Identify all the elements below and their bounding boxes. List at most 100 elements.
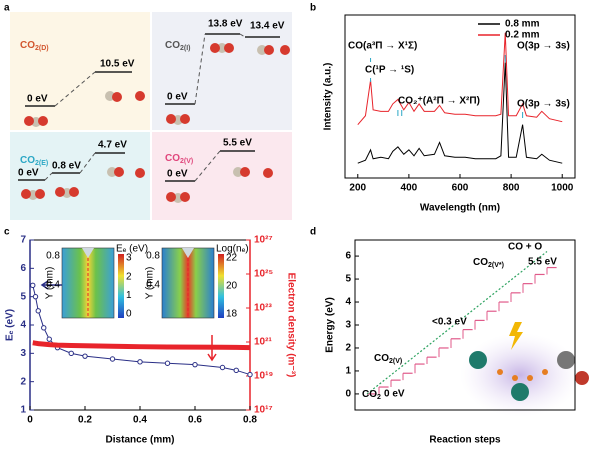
y2-tick-label: 10²³	[254, 303, 272, 314]
energy-point	[192, 361, 198, 368]
y-tick-label: 3	[20, 348, 26, 359]
energy-point	[137, 359, 143, 365]
x-tick-label: 0.8	[243, 415, 257, 426]
panel-label: b	[310, 3, 316, 14]
inset-c-tick: 3	[126, 253, 132, 264]
annotation-base: CO	[473, 257, 488, 268]
annotation: CO2(V)	[374, 353, 402, 365]
spectrum	[357, 62, 563, 164]
y-axis-label: Eₑ (eV)	[5, 309, 16, 341]
y-tick-label: 1	[20, 405, 26, 416]
annotation: <0.3 eV	[432, 317, 467, 328]
level-label: 5.5 eV	[223, 138, 252, 149]
x-axis-label: Distance (mm)	[106, 435, 175, 446]
inset-electrode	[82, 248, 94, 258]
quadrant	[152, 12, 292, 130]
inset-c-tick: 0	[126, 309, 132, 320]
panel-label: d	[310, 227, 316, 238]
panel-label: a	[4, 3, 10, 14]
energy-point	[41, 325, 47, 331]
state-label-base: CO	[165, 40, 180, 51]
energy-point	[30, 282, 36, 289]
y-tick-label: 2	[345, 343, 351, 354]
x-tick-label: 800	[503, 183, 520, 194]
path-dash	[44, 172, 53, 181]
annotation-base: CO	[374, 353, 389, 364]
y2-tick-label: 10²¹	[254, 337, 272, 348]
inset-y-tick: 0.8	[46, 251, 60, 262]
y2-axis-label: Electron density (m⁻³)	[285, 273, 296, 378]
energy-point	[219, 364, 226, 371]
y-tick-label: 7	[20, 235, 26, 246]
panel-label: c	[4, 227, 10, 238]
annotation-sub: 2	[377, 394, 381, 401]
x-tick-label: 0.4	[133, 415, 147, 426]
inset-y-tick: 0.4	[146, 280, 160, 291]
annotation: 0 eV	[384, 389, 405, 400]
inset-title: Log(nₑ)	[216, 244, 249, 255]
annotation: CO₂⁺(A²Π → X²Π)	[398, 96, 480, 107]
y-tick-label: 5	[345, 274, 351, 285]
molecules	[21, 43, 290, 203]
state-label: CO2(I)	[165, 40, 191, 52]
level-label: 0.8 eV	[52, 161, 81, 172]
state-label-base: CO	[165, 153, 180, 164]
y2-tick-label: 10²⁵	[254, 269, 273, 280]
annotation: 5.5 eV	[528, 257, 557, 268]
energy-point	[247, 371, 253, 378]
state-label: CO2(V)	[165, 153, 193, 165]
annotation: CO(a³Π → X¹Σ)	[348, 41, 417, 52]
annotation: CO + O	[508, 242, 542, 253]
x-tick-label: 1000	[551, 183, 574, 194]
state-label: CO2(E)	[20, 155, 48, 167]
density-line	[32, 340, 251, 351]
level-label: 13.8 eV	[208, 19, 243, 30]
level-label: 10.5 eV	[100, 59, 135, 70]
y2-tick-label: 10²⁷	[254, 235, 273, 246]
y-tick-label: 5	[20, 291, 26, 302]
state-label-sub: 2(E)	[35, 160, 48, 167]
legend-label: 0.8 mm	[505, 19, 540, 30]
inset-colorbar	[118, 254, 124, 318]
x-axis-label: Wavelength (nm)	[420, 203, 500, 214]
state-label-sub: 2(D)	[35, 45, 49, 52]
inset-title: Eₑ (eV)	[116, 244, 148, 255]
inset-c-tick: 2	[126, 271, 132, 282]
state-label: CO2(D)	[20, 40, 49, 52]
annotation: O(3p → 3s)	[517, 41, 570, 52]
annotation: CO2	[362, 389, 381, 401]
mechanism-inset	[460, 322, 589, 417]
quadrant	[10, 12, 150, 130]
path-dash	[239, 33, 246, 38]
energy-point	[164, 360, 171, 366]
level-label: 4.7 eV	[98, 140, 127, 151]
level-label: 0 eV	[27, 94, 48, 105]
x-tick-label: 600	[452, 183, 469, 194]
path-dash	[54, 71, 96, 107]
state-label-base: CO	[20, 155, 35, 166]
y-tick-label: 1	[345, 366, 351, 377]
level-label: 0 eV	[167, 92, 188, 103]
y-tick-label: 0	[345, 389, 351, 400]
y-tick-label: 6	[20, 263, 26, 274]
inset-colorbar	[218, 254, 224, 318]
y-tick-label: 3	[345, 320, 351, 331]
spectrum	[357, 32, 563, 125]
inset-c-tick: 20	[226, 281, 238, 292]
annotation: O(3p → 3s)	[517, 99, 570, 110]
state-label-sub: 2(V)	[180, 158, 193, 165]
inset-y-label: Y (mm)	[145, 267, 156, 300]
x-tick-label: 200	[349, 183, 366, 194]
inset-c-tick: 18	[226, 309, 238, 320]
x-tick-label: 0	[27, 415, 33, 426]
y2-tick-label: 10¹⁹	[254, 371, 273, 382]
y-tick-label: 6	[345, 251, 351, 262]
inset-y-label: Y (mm)	[45, 267, 56, 300]
energy-point	[35, 308, 41, 314]
energy-point	[109, 356, 116, 362]
inset-y-tick: 0.8	[146, 251, 160, 262]
x-tick-label: 400	[401, 183, 418, 194]
annotation: C(¹P → ¹S)	[365, 65, 414, 76]
path-dash	[194, 33, 206, 105]
